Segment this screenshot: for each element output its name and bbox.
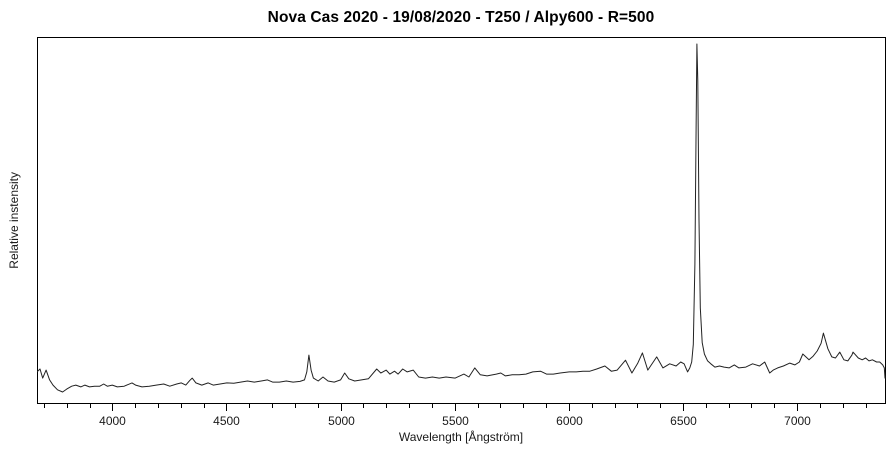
x-tick-label: 6000 — [556, 414, 583, 428]
x-tick-label: 5000 — [328, 414, 355, 428]
spectrum-plot: 4000 4500 5000 5500 6000 6500 7000 — [37, 37, 886, 428]
plot-border — [37, 37, 886, 404]
y-axis-label-text: Relative instensity — [7, 171, 21, 269]
x-tick-label: 4500 — [213, 414, 240, 428]
x-tick-label: 7000 — [784, 414, 811, 428]
x-axis-label: Wavelength [Ångström] — [398, 430, 524, 444]
x-tick-label: 5500 — [442, 414, 469, 428]
spectrum-line — [37, 43, 886, 393]
x-tick-label: 4000 — [99, 414, 126, 428]
chart-title: Nova Cas 2020 - 19/08/2020 - T250 / Alpy… — [267, 9, 655, 26]
y-axis-label: Relative instensity — [5, 37, 23, 403]
x-tick-label: 6500 — [670, 414, 697, 428]
